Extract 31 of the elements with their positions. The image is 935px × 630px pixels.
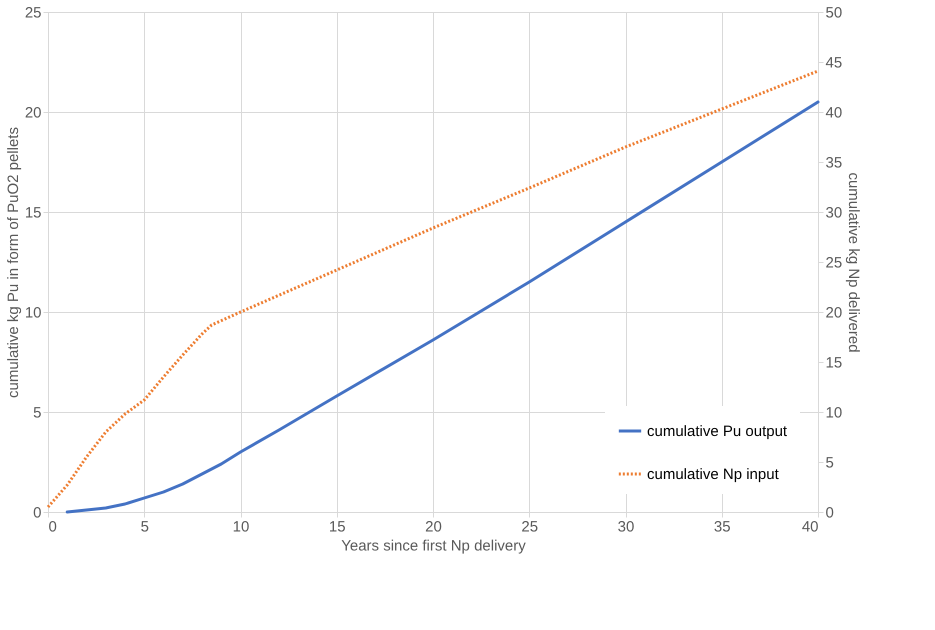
x-tick-label: 30 bbox=[618, 518, 634, 536]
x-tick-label: 20 bbox=[425, 518, 442, 536]
x-tick-label: 25 bbox=[521, 518, 538, 536]
legend-label: cumulative Np input bbox=[647, 466, 780, 483]
x-tick-label: 5 bbox=[140, 518, 149, 536]
y2-tick-label: 5 bbox=[826, 454, 834, 472]
y2-tick-label: 0 bbox=[826, 504, 834, 522]
y-tick-label: 0 bbox=[33, 504, 42, 522]
y2-tick-label: 20 bbox=[826, 304, 842, 322]
y-tick-label: 15 bbox=[24, 204, 42, 222]
y2-tick-label: 40 bbox=[826, 104, 842, 122]
y-tick-label: 10 bbox=[24, 304, 42, 322]
x-tick-label: 35 bbox=[714, 518, 731, 536]
y2-tick-label: 10 bbox=[826, 404, 842, 422]
y2-tick-label: 25 bbox=[826, 254, 842, 272]
y-axis-title: cumulative kg Pu in form of PuO2 pellets bbox=[4, 127, 22, 398]
x-tick-label: 40 bbox=[802, 518, 818, 536]
x-axis-title: Years since first Np delivery bbox=[341, 538, 526, 554]
x-tick-label: 15 bbox=[328, 518, 346, 536]
y-tick-label: 5 bbox=[33, 404, 42, 422]
legend-label: cumulative Pu output bbox=[647, 423, 788, 440]
y2-tick-label: 30 bbox=[826, 204, 842, 222]
y2-tick-label: 45 bbox=[826, 54, 842, 72]
y-tick-label: 20 bbox=[24, 104, 42, 122]
x-tick-label: 0 bbox=[48, 518, 57, 536]
y2-tick-label: 15 bbox=[826, 354, 842, 372]
y2-tick-label: 35 bbox=[826, 154, 842, 172]
y2-tick-label: 50 bbox=[826, 4, 842, 22]
y2-axis-title: cumulative kg Np delivered bbox=[845, 172, 862, 353]
x-tick-label: 10 bbox=[232, 518, 250, 536]
y-tick-label: 25 bbox=[24, 4, 42, 22]
